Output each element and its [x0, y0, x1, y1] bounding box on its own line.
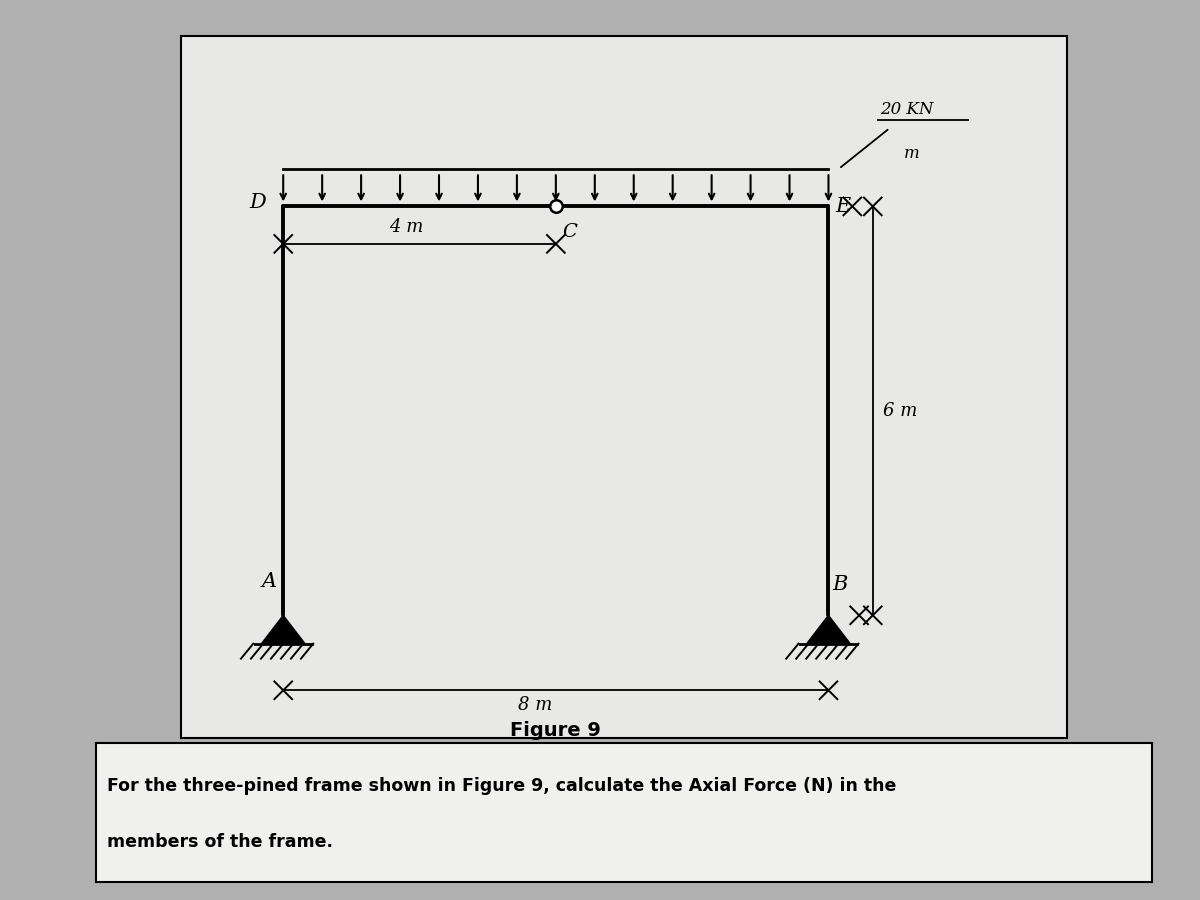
Text: B: B — [832, 575, 847, 594]
Text: A: A — [262, 572, 276, 590]
Text: C: C — [563, 223, 577, 241]
Text: E: E — [835, 197, 851, 216]
Text: For the three-pined frame shown in Figure 9, calculate the Axial Force (N) in th: For the three-pined frame shown in Figur… — [107, 778, 896, 796]
Text: 4 m: 4 m — [389, 218, 424, 236]
Text: members of the frame.: members of the frame. — [107, 833, 332, 851]
Polygon shape — [262, 616, 305, 644]
Polygon shape — [806, 616, 851, 644]
Text: m: m — [904, 145, 919, 162]
Text: D: D — [250, 194, 266, 212]
Text: 20 KN: 20 KN — [880, 101, 932, 118]
Text: 8 m: 8 m — [518, 696, 552, 714]
Text: 6 m: 6 m — [883, 402, 917, 420]
Text: Figure 9: Figure 9 — [510, 721, 601, 740]
